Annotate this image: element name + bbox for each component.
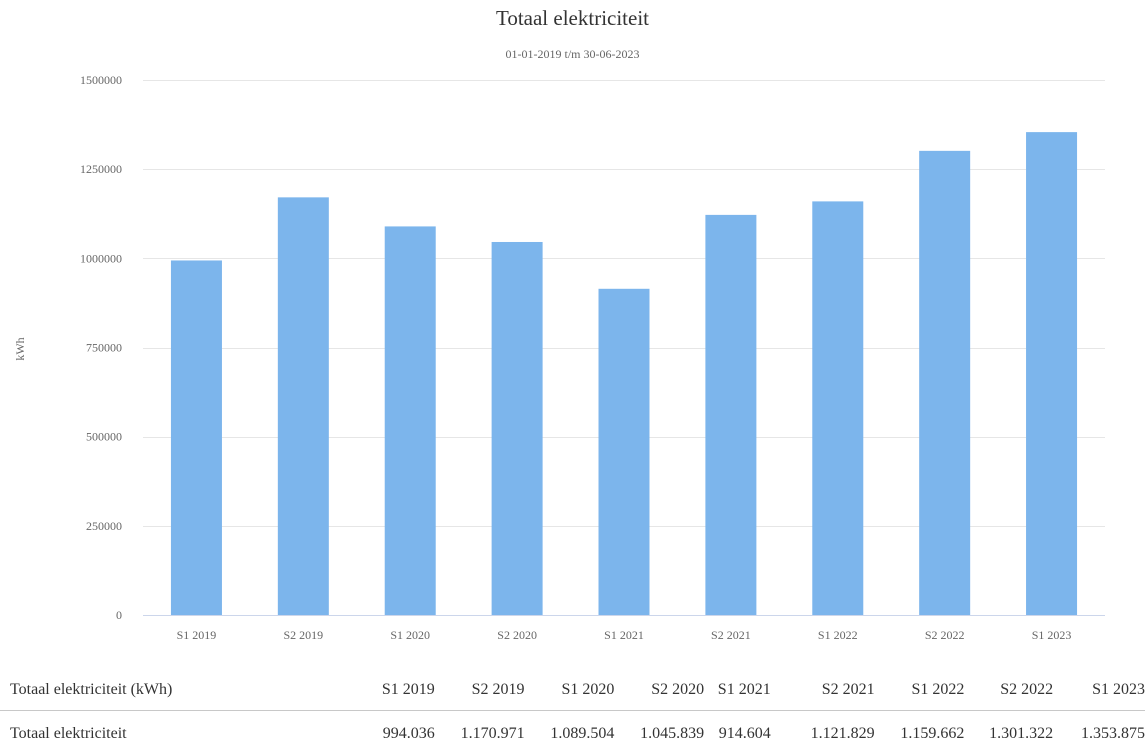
x-tick-label: S1 2023 [1032,628,1072,642]
x-tick-label: S2 2021 [711,628,751,642]
bar [812,201,864,616]
table-cell: 994.036 [382,724,435,742]
bar [491,241,543,616]
table-column-header: S1 2023 [1053,674,1145,711]
table-column-header: S1 2022 [874,674,965,711]
x-tick-label: S1 2020 [390,628,430,642]
y-axis-ticks: 0 250000 500000 750000 1000000 1250000 1500000 [80,73,122,622]
y-axis-title: kWh [13,337,27,360]
table-column-header: S1 2020 [524,674,615,711]
bar [598,288,650,615]
table-column-header: S1 2021 [704,674,771,711]
table-column-header: S2 2020 [614,674,705,711]
y-tick-label: 750000 [86,341,122,355]
bar [1026,132,1078,615]
table-column-header: S2 2021 [770,674,875,711]
table-column-header: S2 2022 [964,674,1054,711]
x-tick-label: S2 2020 [497,628,537,642]
bar [170,260,222,615]
x-tick-label: S1 2019 [177,628,217,642]
bar-chart: 0 250000 500000 750000 1000000 1250000 1500000… [13,73,1105,642]
y-tick-label: 1500000 [80,73,122,87]
bar [384,226,436,616]
y-tick-label: 500000 [86,430,122,444]
chart-subtitle: 01-01-2019 t/m 30-06-2023 [505,47,640,61]
table-column-header: S1 2019 [353,674,435,711]
bar [277,197,329,615]
table-header-row: Totaal elektriciteit (kWh) S1 2019 S2 20… [0,674,1145,711]
table-cell: 1.353.875 [1081,724,1145,742]
bars [170,132,1078,616]
x-axis-ticks: S1 2019 S2 2019 S1 2020 S2 2020 S1 2021 S2 20… [177,628,1072,642]
table-row-label: Totaal elektriciteit [10,724,127,742]
table-cell: 1.121.829 [810,724,875,742]
bar [705,214,757,616]
table-column-header: S2 2019 [434,674,525,711]
chart-title: Totaal elektriciteit [495,6,650,30]
x-tick-label: S1 2021 [604,628,644,642]
y-tick-label: 1000000 [80,251,122,265]
table-cell: 1.170.971 [460,724,525,742]
table-cell: 1.159.662 [900,724,965,742]
table-cell: 1.301.322 [989,724,1054,742]
x-tick-label: S2 2022 [925,628,965,642]
table-row: Totaal elektriciteit 994.036 1.170.971 1… [0,710,1145,743]
x-tick-label: S1 2022 [818,628,858,642]
bar [919,150,971,615]
x-tick-label: S2 2019 [283,628,323,642]
y-tick-label: 250000 [86,519,122,533]
table-cell: 914.604 [718,724,771,742]
y-tick-label: 1250000 [80,162,122,176]
table-cell: 1.045.839 [640,724,705,742]
table-header-label: Totaal elektriciteit (kWh) [0,674,354,711]
y-tick-label: 0 [116,608,122,622]
data-table: Totaal elektriciteit (kWh) S1 2019 S2 20… [0,674,1145,743]
table-cell: 1.089.504 [550,724,615,742]
